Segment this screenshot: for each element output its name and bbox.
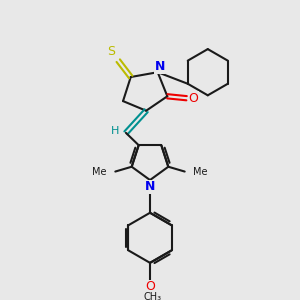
- Text: O: O: [188, 92, 198, 105]
- Text: H: H: [111, 126, 119, 136]
- Text: O: O: [145, 280, 155, 293]
- Text: N: N: [154, 60, 165, 73]
- Text: Me: Me: [193, 167, 208, 177]
- Text: CH₃: CH₃: [144, 292, 162, 300]
- Text: N: N: [145, 180, 155, 193]
- Text: S: S: [107, 46, 116, 59]
- Text: Me: Me: [92, 167, 107, 177]
